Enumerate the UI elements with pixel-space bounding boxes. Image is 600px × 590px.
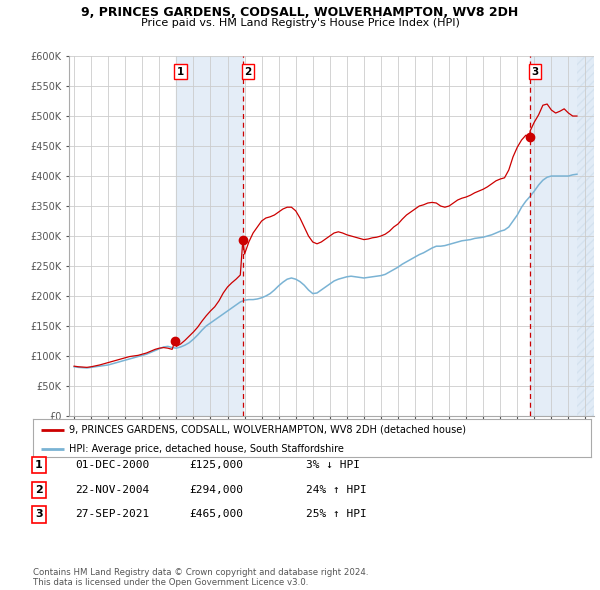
Text: £294,000: £294,000 xyxy=(189,485,243,494)
Text: £465,000: £465,000 xyxy=(189,510,243,519)
Text: 9, PRINCES GARDENS, CODSALL, WOLVERHAMPTON, WV8 2DH: 9, PRINCES GARDENS, CODSALL, WOLVERHAMPT… xyxy=(82,6,518,19)
Text: HPI: Average price, detached house, South Staffordshire: HPI: Average price, detached house, Sout… xyxy=(69,444,344,454)
Text: 3% ↓ HPI: 3% ↓ HPI xyxy=(306,460,360,470)
Text: 3: 3 xyxy=(35,510,43,519)
Text: £125,000: £125,000 xyxy=(189,460,243,470)
Text: Price paid vs. HM Land Registry's House Price Index (HPI): Price paid vs. HM Land Registry's House … xyxy=(140,18,460,28)
Text: 1: 1 xyxy=(177,67,184,77)
Text: Contains HM Land Registry data © Crown copyright and database right 2024.
This d: Contains HM Land Registry data © Crown c… xyxy=(33,568,368,587)
Text: 01-DEC-2000: 01-DEC-2000 xyxy=(75,460,149,470)
Bar xyxy=(577,56,594,416)
Text: 2: 2 xyxy=(35,485,43,494)
Bar xyxy=(176,56,243,416)
Text: 22-NOV-2004: 22-NOV-2004 xyxy=(75,485,149,494)
Text: 27-SEP-2021: 27-SEP-2021 xyxy=(75,510,149,519)
Text: 3: 3 xyxy=(532,67,539,77)
Bar xyxy=(530,56,594,416)
Text: 2: 2 xyxy=(245,67,252,77)
Text: 24% ↑ HPI: 24% ↑ HPI xyxy=(306,485,367,494)
Text: 25% ↑ HPI: 25% ↑ HPI xyxy=(306,510,367,519)
Text: 9, PRINCES GARDENS, CODSALL, WOLVERHAMPTON, WV8 2DH (detached house): 9, PRINCES GARDENS, CODSALL, WOLVERHAMPT… xyxy=(69,425,466,435)
Text: 1: 1 xyxy=(35,460,43,470)
